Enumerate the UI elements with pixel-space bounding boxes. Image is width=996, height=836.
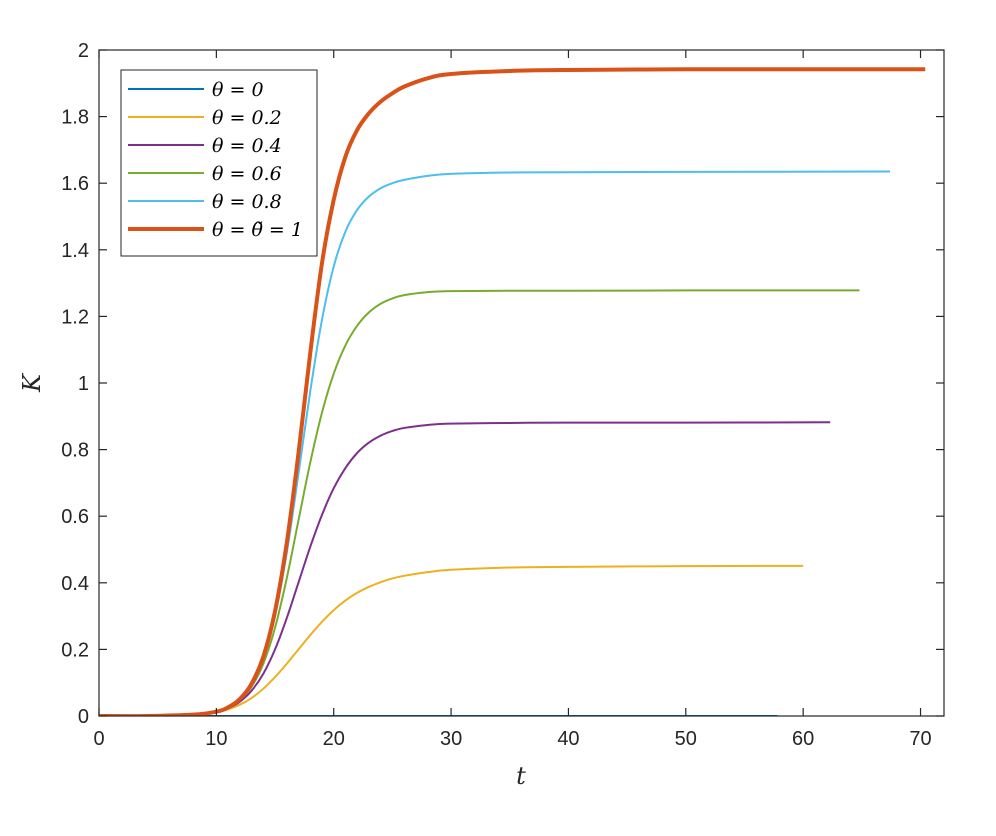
x-tick-label: 60 [792, 728, 814, 750]
legend-box [120, 69, 318, 257]
legend: θ = 0 θ = 0.2 θ = 0.4 θ = 0.6 θ = 0.8 θ = θ̃ … [120, 69, 318, 257]
lines-layer [99, 67, 926, 716]
legend-label-4: θ = 0.8 [212, 191, 282, 213]
y-tick-label: 1 [78, 373, 89, 395]
legend-label-5: θ = θ̃ = 1 [212, 219, 303, 241]
legend-label-2: θ = 0.4 [212, 135, 282, 157]
series-line-1 [99, 564, 804, 716]
x-tick-label: 20 [323, 728, 345, 750]
legend-label-3: θ = 0.6 [212, 163, 282, 185]
y-tick-label: 0.4 [61, 573, 89, 595]
x-axis-label: t [516, 762, 526, 790]
y-tick-label: 1.4 [61, 240, 89, 262]
series-line-5 [99, 67, 926, 716]
y-tick-label: 0.6 [61, 506, 89, 528]
y-tick-label: 2 [78, 40, 89, 62]
legend-label-0: θ = 0 [212, 79, 264, 101]
legend-label-1: θ = 0.2 [212, 107, 282, 129]
y-tick-label: 0.8 [61, 440, 89, 462]
x-tick-label: 0 [93, 728, 104, 750]
x-tick-label: 70 [909, 728, 931, 750]
x-tick-label: 10 [205, 728, 227, 750]
y-tick-label: 0.2 [61, 639, 89, 661]
y-tick-label: 1.6 [61, 173, 89, 195]
ticks-layer: 0 10 20 30 40 50 60 70 0 0.2 0.4 0.6 0.8 1 1.2 1.4 1.6 1.… [61, 40, 944, 750]
x-tick-label: 50 [675, 728, 697, 750]
y-axis-label: K [18, 372, 46, 393]
x-tick-label: 40 [557, 728, 579, 750]
y-tick-label: 1.8 [61, 107, 89, 129]
y-tick-label: 0 [78, 706, 89, 728]
x-tick-label: 30 [440, 728, 462, 750]
y-tick-label: 1.2 [61, 306, 89, 328]
